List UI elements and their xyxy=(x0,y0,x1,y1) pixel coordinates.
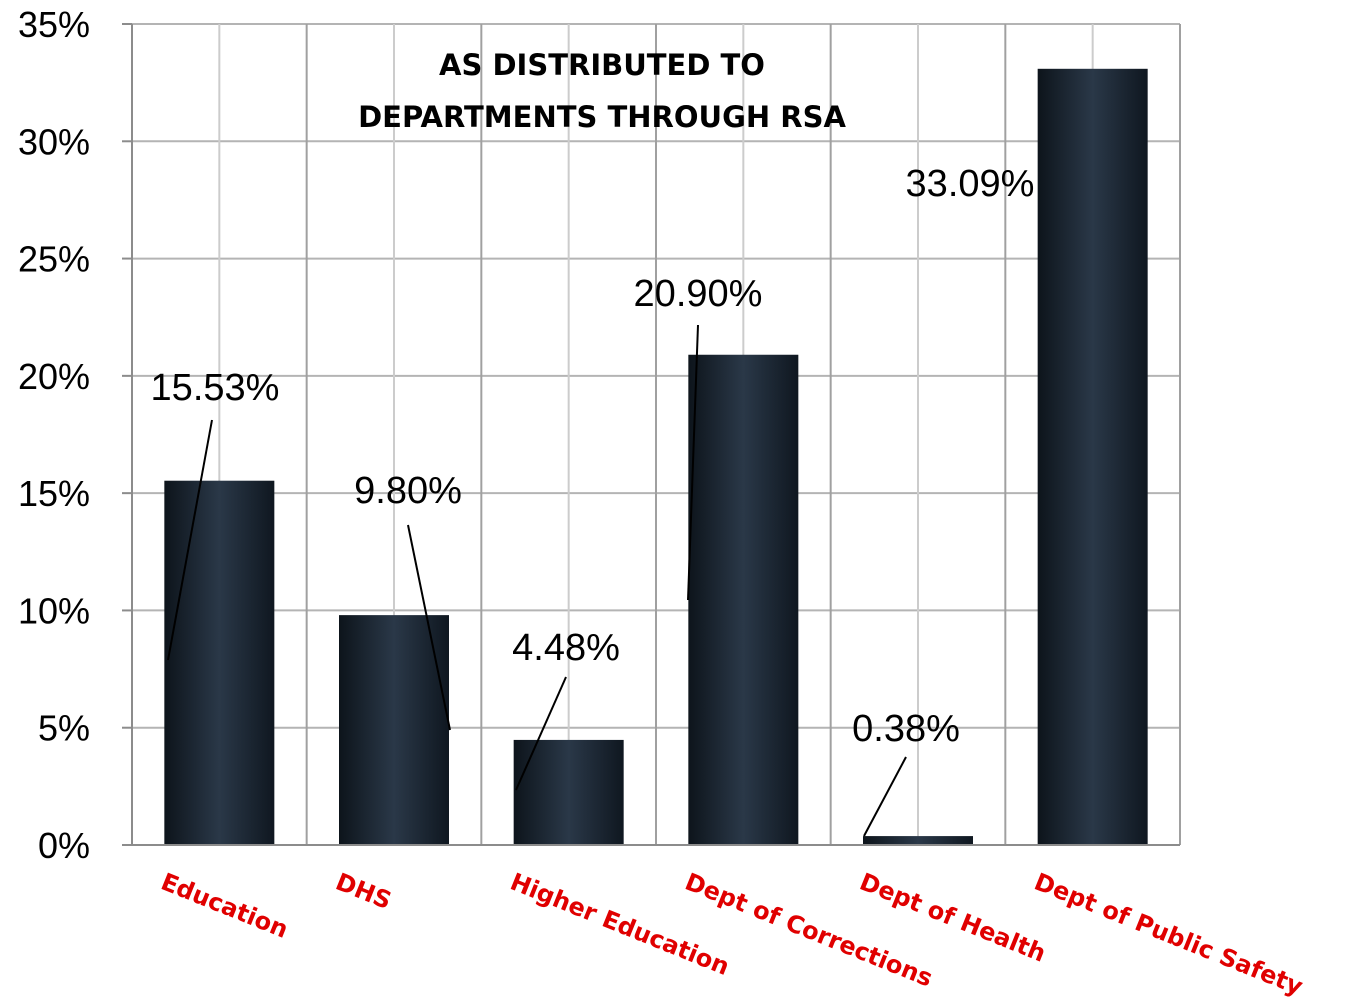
data-label: 15.53% xyxy=(151,367,280,409)
y-tick-labels: 0% 5% 10% 15% 20% 25% 30% 35% xyxy=(18,4,132,866)
data-label: 9.80% xyxy=(354,470,462,512)
bar-higher-education xyxy=(513,739,624,845)
leader-line xyxy=(687,324,699,601)
y-tick-label: 10% xyxy=(18,590,90,631)
bar-dept-of-corrections xyxy=(688,354,799,845)
data-label: 20.90% xyxy=(634,273,763,315)
data-label: 4.48% xyxy=(512,627,620,669)
leader-lines xyxy=(167,324,907,837)
y-tick-label: 5% xyxy=(38,708,90,749)
bar-dhs xyxy=(339,615,449,845)
bar-education xyxy=(164,480,275,845)
leader-line xyxy=(167,419,213,661)
data-label: 0.38% xyxy=(852,708,960,750)
leader-line xyxy=(515,676,567,791)
chart-title-line-2: DEPARTMENTS THROUGH RSA xyxy=(358,100,846,134)
category-label: Dept of Public Safety xyxy=(1030,868,1307,1001)
y-tick-label: 35% xyxy=(18,4,90,45)
y-tick-label: 25% xyxy=(18,239,90,280)
data-label: 33.09% xyxy=(906,163,1035,205)
category-label: DHS xyxy=(332,868,396,915)
y-tick-label: 20% xyxy=(18,356,90,397)
bar-dept-of-health xyxy=(863,836,973,845)
category-label: Education xyxy=(157,868,292,944)
axes xyxy=(131,24,1180,846)
grid xyxy=(131,23,1181,845)
chart-title-line-1: AS DISTRIBUTED TO xyxy=(439,48,765,82)
y-tick-label: 15% xyxy=(18,473,90,514)
y-tick-label: 30% xyxy=(18,121,90,162)
data-labels: 15.53% 9.80% 4.48% 20.90% 0.38% 33.09% xyxy=(151,163,1035,750)
leader-line xyxy=(863,756,907,837)
bar-dept-of-public-safety xyxy=(1037,68,1148,845)
y-tick-label: 0% xyxy=(38,825,90,866)
bars xyxy=(164,68,1148,845)
leader-line xyxy=(407,524,451,731)
